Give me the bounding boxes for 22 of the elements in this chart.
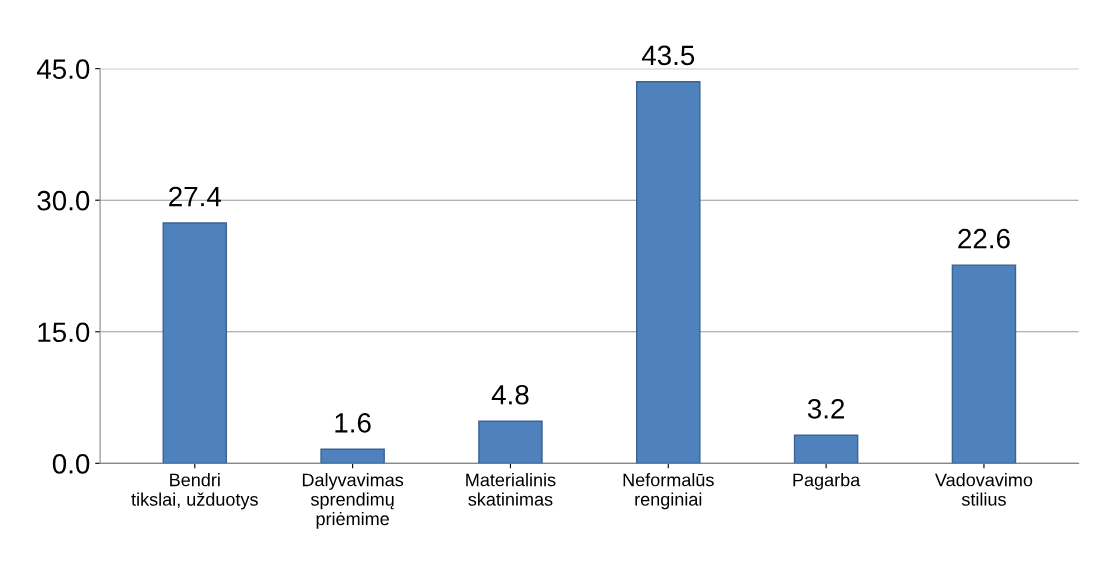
x-tick-label: Bendri tikslai, užduotys bbox=[131, 473, 258, 510]
bar bbox=[636, 81, 701, 464]
y-tick-label: 30.0 bbox=[37, 190, 90, 211]
x-tick-label: Dalyvavimas sprendimų priėmime bbox=[302, 473, 404, 529]
y-tick-label: 15.0 bbox=[38, 322, 90, 343]
data-label: 3.2 bbox=[807, 398, 845, 419]
bar bbox=[793, 434, 859, 464]
bar bbox=[951, 264, 1017, 464]
data-label: 27.4 bbox=[169, 186, 221, 207]
x-tick-label: Materialinis skatinimas bbox=[466, 473, 556, 506]
data-label: 4.8 bbox=[491, 384, 529, 405]
y-tick-label: 0.0 bbox=[52, 453, 90, 474]
data-label: 1.6 bbox=[335, 413, 371, 433]
bar bbox=[478, 420, 543, 464]
data-label: 22.6 bbox=[958, 228, 1010, 249]
bar bbox=[320, 448, 385, 464]
bar bbox=[162, 222, 228, 464]
data-label: 43.5 bbox=[641, 45, 695, 66]
x-tick-label: Vadovavimo stilius bbox=[935, 473, 1033, 506]
x-tick-label: Pagarba bbox=[793, 473, 861, 490]
x-tick-label: Neformalūs renginiai bbox=[623, 473, 714, 510]
y-tick-label: 45.0 bbox=[36, 59, 90, 79]
